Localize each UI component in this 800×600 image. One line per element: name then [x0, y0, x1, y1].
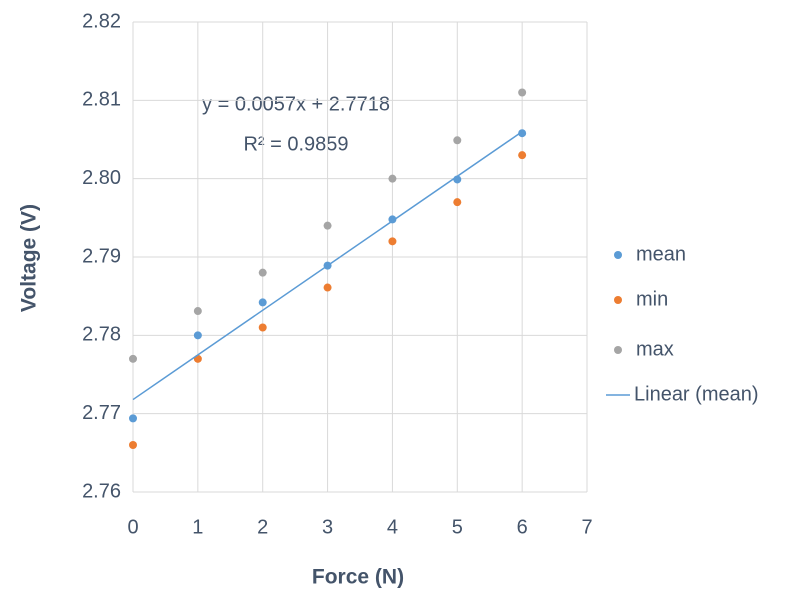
- data-point: [323, 221, 332, 230]
- x-tick-label: 6: [517, 516, 528, 538]
- y-tick-label: 2.76: [82, 480, 121, 502]
- data-point: [388, 237, 397, 246]
- y-tick-label: 2.82: [82, 10, 121, 32]
- x-tick-label: 1: [192, 516, 203, 538]
- legend-marker: [614, 296, 622, 304]
- x-tick-label: 7: [581, 516, 592, 538]
- legend-label: max: [636, 338, 674, 360]
- x-tick-label: 0: [127, 516, 138, 538]
- legend-marker: [614, 346, 622, 354]
- x-tick-label: 2: [257, 516, 268, 538]
- data-point: [323, 283, 332, 292]
- y-tick-label: 2.77: [82, 402, 121, 424]
- legend-label: min: [636, 288, 668, 310]
- trendline: [132, 131, 523, 401]
- y-tick-label: 2.81: [82, 89, 121, 111]
- y-axis-title: Voltage (V): [18, 204, 41, 312]
- data-point: [518, 129, 527, 138]
- y-tick-label: 2.80: [82, 167, 121, 189]
- data-point: [258, 268, 267, 277]
- data-point: [388, 215, 397, 224]
- trendline-r-squared: R² = 0.9859: [243, 133, 348, 155]
- legend-label: Linear (mean): [634, 383, 759, 405]
- data-point: [258, 298, 267, 307]
- data-point: [453, 136, 462, 145]
- data-point: [129, 414, 137, 423]
- x-tick-label: 5: [452, 516, 463, 538]
- data-point: [258, 323, 267, 332]
- data-point: [129, 441, 137, 449]
- data-point: [518, 88, 527, 97]
- trendline-equation: y = 0.0057x + 2.7718: [202, 93, 390, 115]
- x-axis-title: Force (N): [312, 566, 404, 589]
- y-tick-label: 2.78: [82, 324, 121, 346]
- x-tick-label: 4: [387, 516, 398, 538]
- legend-label: mean: [636, 243, 686, 265]
- data-point: [193, 307, 202, 316]
- data-point: [388, 174, 397, 183]
- legend-marker: [614, 251, 622, 259]
- y-tick-label: 2.79: [82, 245, 121, 267]
- data-point: [129, 354, 137, 363]
- x-tick-label: 3: [322, 516, 333, 538]
- data-point: [193, 331, 202, 340]
- data-point: [518, 151, 527, 160]
- data-point: [453, 198, 462, 207]
